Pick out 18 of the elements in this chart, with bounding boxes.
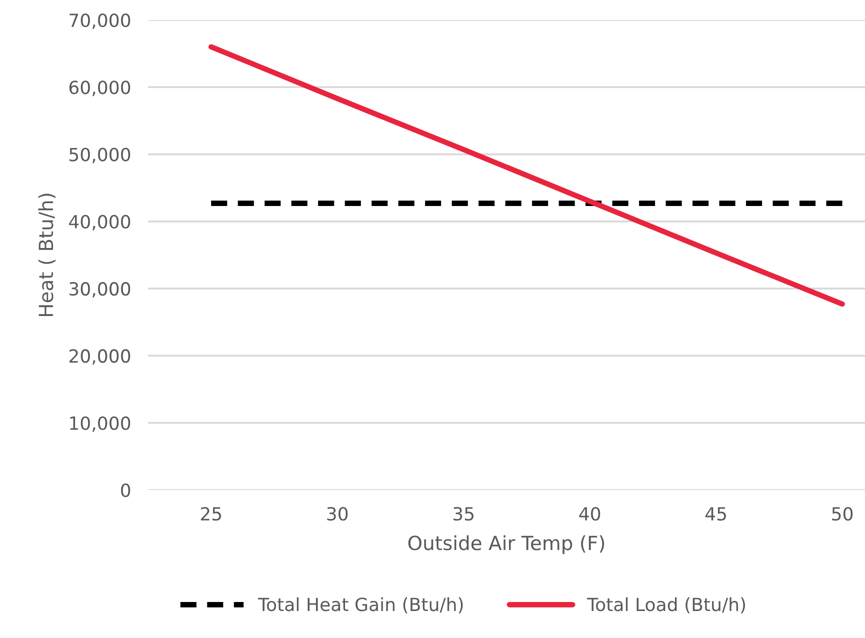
x-axis-title: Outside Air Temp (F) bbox=[408, 535, 604, 554]
legend-label: Total Heat Gain (Btu/h) bbox=[258, 597, 463, 614]
x-tick-label: 35 bbox=[453, 506, 474, 521]
legend-label: Total Load (Btu/h) bbox=[587, 597, 746, 614]
y-tick-label: 0 bbox=[121, 483, 130, 498]
y-axis-title: Heat ( Btu/h) bbox=[38, 194, 56, 316]
x-tick-label: 40 bbox=[579, 506, 600, 521]
y-tick-label: 20,000 bbox=[69, 349, 130, 365]
x-tick-label: 45 bbox=[705, 507, 726, 521]
y-tick-label: 40,000 bbox=[69, 214, 130, 230]
y-tick-label: 50,000 bbox=[70, 148, 130, 164]
y-tick-label: 60,000 bbox=[69, 80, 130, 96]
y-tick-label: 70,000 bbox=[70, 13, 130, 29]
x-tick-label: 25 bbox=[200, 506, 222, 521]
x-tick-label: 50 bbox=[832, 506, 853, 521]
y-tick-label: 10,000 bbox=[70, 416, 130, 432]
y-tick-label: 30,000 bbox=[70, 282, 130, 298]
x-tick-label: 30 bbox=[327, 506, 348, 521]
